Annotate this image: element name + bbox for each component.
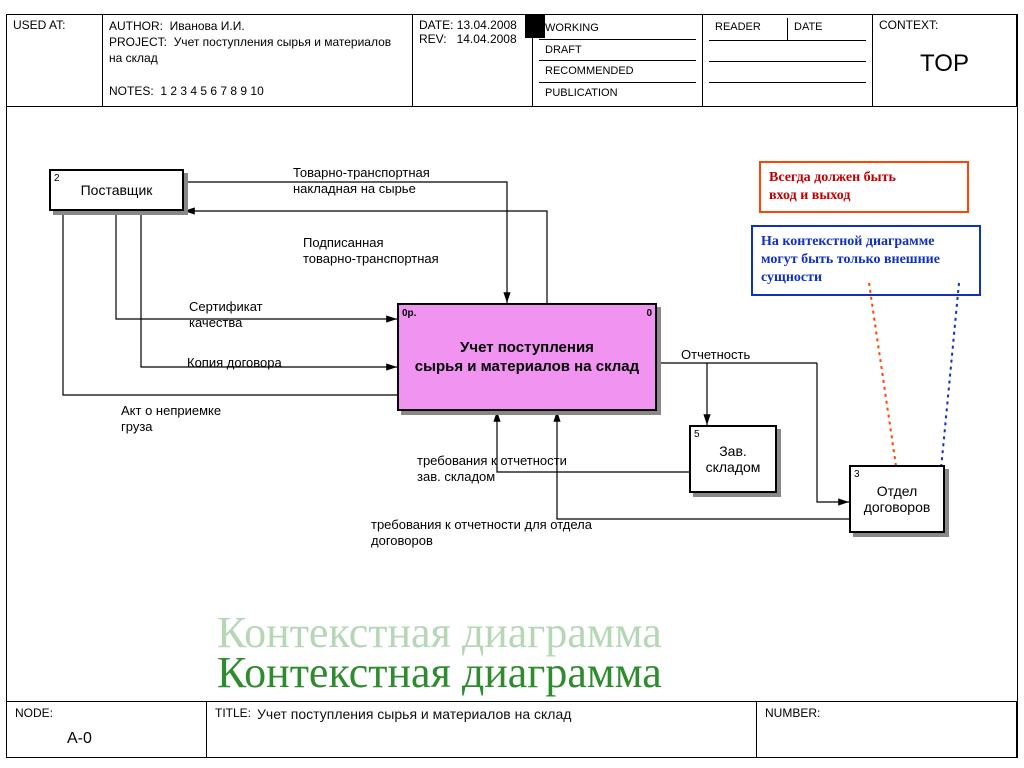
label-akt: Акт о неприемкегруза <box>121 403 221 436</box>
diagram-canvas: 2 Поставщик 0р. 0 Учет поступлениясырья … <box>7 107 1017 701</box>
status-publication: PUBLICATION <box>539 83 696 104</box>
footer-node: NODE: A-0 <box>7 702 207 757</box>
reader-label: READER <box>709 18 788 40</box>
label-report: Отчетность <box>681 347 750 363</box>
date-value: 13.04.2008 <box>457 18 517 32</box>
node-otdel: 3 Отделдоговоров <box>849 465 945 533</box>
footer-title-label: TITLE: <box>215 706 251 720</box>
label-cert: Сертификаткачества <box>189 299 263 332</box>
author-label: AUTHOR: <box>109 19 163 33</box>
annotation-external-only: На контекстной диаграммемогут быть тольк… <box>751 225 981 296</box>
label-copy: Копия договора <box>187 355 282 371</box>
project-label: PROJECT: <box>109 35 167 49</box>
hdr-context: CONTEXT: TOP <box>873 15 1017 106</box>
label-ttn: Товарно-транспортнаянакладная на сырье <box>293 165 430 198</box>
reader-date-label: DATE <box>788 18 866 40</box>
context-label: CONTEXT: <box>879 18 938 32</box>
node-label: Отделдоговоров <box>864 483 931 515</box>
watermark-main: Контекстная диаграмма <box>217 647 662 698</box>
hdr-used-at: USED AT: <box>7 15 103 106</box>
footer-title: TITLE: Учет поступления сырья и материал… <box>207 702 757 757</box>
node-label: Учет поступлениясырья и материалов на ск… <box>415 338 639 377</box>
hdr-date-block: DATE: 13.04.2008 REV: 14.04.2008 <box>413 15 533 106</box>
context-value: TOP <box>873 50 1016 78</box>
node-label: Поставщик <box>81 182 153 198</box>
label-signed: Подписаннаятоварно-транспортная <box>303 235 439 268</box>
status-recommended: RECOMMENDED <box>539 61 696 83</box>
node-zavsklad: 5 Зав.складом <box>689 425 777 493</box>
node-corner-left: 0р. <box>402 307 416 320</box>
status-marker <box>525 15 545 38</box>
hdr-reader: READER DATE <box>703 15 873 106</box>
footer-node-value: A-0 <box>67 730 92 748</box>
label-req2: требования к отчетности для отделадогово… <box>371 517 592 550</box>
header: USED AT: AUTHOR: Иванова И.И. PROJECT: У… <box>7 15 1017 107</box>
footer-number-label: NUMBER: <box>765 706 820 720</box>
footer-node-label: NODE: <box>15 706 53 720</box>
notes-label: NOTES: <box>109 84 154 98</box>
node-corner: 2 <box>54 173 60 184</box>
annotation-required-io: Всегда должен бытьвход и выход <box>759 161 969 213</box>
label-req1: требования к отчетностизав. складом <box>417 453 567 486</box>
node-corner: 3 <box>854 469 860 480</box>
notes-value: 1 2 3 4 5 6 7 8 9 10 <box>160 84 263 98</box>
footer-number: NUMBER: <box>757 702 1017 757</box>
hdr-author-block: AUTHOR: Иванова И.И. PROJECT: Учет посту… <box>103 15 413 106</box>
rev-label: REV: <box>419 32 447 46</box>
status-draft: DRAFT <box>539 40 696 62</box>
date-label: DATE: <box>419 18 453 32</box>
node-supplier: 2 Поставщик <box>49 169 184 211</box>
status-working: WORKING <box>539 18 696 40</box>
rev-value: 14.04.2008 <box>457 32 517 46</box>
footer: NODE: A-0 TITLE: Учет поступления сырья … <box>7 701 1017 757</box>
node-corner: 5 <box>694 429 700 440</box>
node-label: Зав.складом <box>706 443 761 475</box>
author-value: Иванова И.И. <box>170 19 245 33</box>
node-process: 0р. 0 Учет поступлениясырья и материалов… <box>397 303 657 411</box>
idef0-frame: USED AT: AUTHOR: Иванова И.И. PROJECT: У… <box>6 14 1018 758</box>
hdr-status: WORKING DRAFT RECOMMENDED PUBLICATION <box>533 15 703 106</box>
node-corner-right: 0 <box>646 307 652 320</box>
footer-title-value: Учет поступления сырья и материалов на с… <box>257 706 571 722</box>
